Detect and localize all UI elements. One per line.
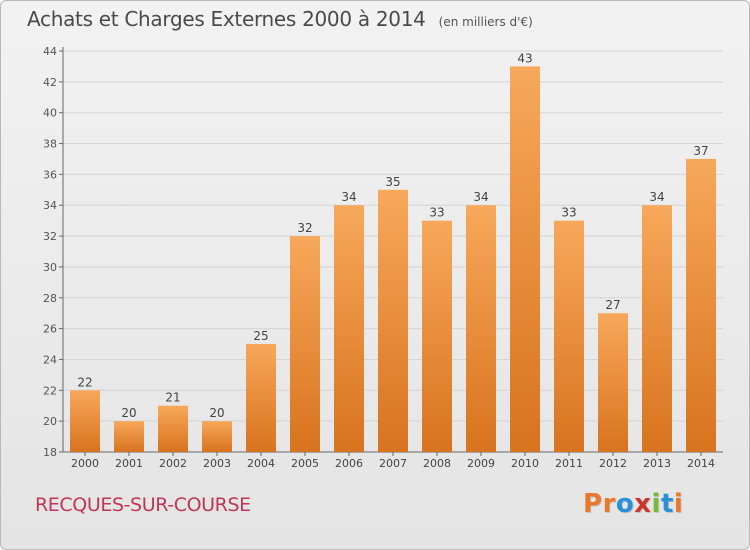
y-tick-label: 24 xyxy=(43,353,57,366)
y-tick-label: 34 xyxy=(43,199,57,212)
x-tick-label: 2009 xyxy=(467,457,495,470)
logo-letter: i xyxy=(651,489,661,519)
bar-2000 xyxy=(70,390,100,452)
value-label: 34 xyxy=(473,190,488,204)
y-tick-label: 44 xyxy=(43,45,57,58)
y-tick-label: 22 xyxy=(43,384,57,397)
x-tick-label: 2002 xyxy=(159,457,187,470)
y-tick-label: 20 xyxy=(43,415,57,428)
chart-header: Achats et Charges Externes 2000 à 2014 (… xyxy=(27,7,533,31)
x-tick-label: 2004 xyxy=(247,457,275,470)
logo-letter: o xyxy=(615,489,635,519)
logo-letter: t xyxy=(660,489,674,519)
x-tick-label: 2005 xyxy=(291,457,319,470)
value-label: 27 xyxy=(605,298,620,312)
x-tick-label: 2007 xyxy=(379,457,407,470)
value-labels: 22 20 21 20 25 32 34 35 33 34 43 33 27 34 37 xyxy=(77,51,708,420)
bar-2003 xyxy=(202,421,232,452)
value-label: 34 xyxy=(649,190,664,204)
logo-letter: i xyxy=(673,489,684,519)
y-tick-label: 42 xyxy=(43,76,57,89)
commune-name: RECQUES-SUR-COURSE xyxy=(35,494,251,516)
y-tick-label: 36 xyxy=(43,168,57,181)
value-label: 33 xyxy=(429,206,444,220)
bar-2014 xyxy=(686,158,716,452)
bar-2011 xyxy=(554,220,584,452)
proxiti-logo: Proxiti xyxy=(583,489,683,519)
bar-2007 xyxy=(378,189,408,453)
bar-2012 xyxy=(598,313,628,452)
y-tick-labels: 18 20 22 24 26 28 30 32 34 36 38 40 42 44 xyxy=(43,45,57,459)
y-tick-label: 32 xyxy=(43,230,57,243)
value-label: 20 xyxy=(209,406,224,420)
x-tick-label: 2011 xyxy=(555,457,583,470)
value-label: 34 xyxy=(341,190,356,204)
bar-2008 xyxy=(422,220,452,452)
bar-2013 xyxy=(642,205,672,452)
bar-2005 xyxy=(290,236,320,452)
value-label: 33 xyxy=(561,206,576,220)
bar-2010 xyxy=(510,66,540,452)
value-label: 32 xyxy=(297,221,312,235)
x-tick-label: 2000 xyxy=(71,457,99,470)
x-tick-label: 2013 xyxy=(643,457,671,470)
bar-2006 xyxy=(334,205,364,452)
x-tick-label: 2003 xyxy=(203,457,231,470)
chart-title: Achats et Charges Externes 2000 à 2014 xyxy=(27,7,426,31)
logo-letter: x xyxy=(634,489,652,519)
logo-letter: r xyxy=(602,489,616,519)
y-tick-label: 26 xyxy=(43,323,57,336)
y-tick-label: 18 xyxy=(43,446,57,459)
logo-letter: P xyxy=(583,489,603,519)
bar-2002 xyxy=(158,405,188,452)
value-label: 25 xyxy=(253,329,268,343)
x-tick-label: 2012 xyxy=(599,457,627,470)
y-tick-label: 30 xyxy=(43,261,57,274)
value-label: 35 xyxy=(385,175,400,189)
x-tick-labels: 2000 2001 2002 2003 2004 2005 2006 2007 2008 2009… xyxy=(71,457,715,470)
x-tick-label: 2010 xyxy=(511,457,539,470)
bar-2009 xyxy=(466,205,496,452)
y-tick-label: 38 xyxy=(43,138,57,151)
y-tick-label: 40 xyxy=(43,107,57,120)
x-tick-label: 2008 xyxy=(423,457,451,470)
value-label: 22 xyxy=(77,375,92,389)
value-label: 20 xyxy=(121,406,136,420)
bars xyxy=(70,66,716,453)
x-tick-label: 2014 xyxy=(687,457,715,470)
y-tick-label: 28 xyxy=(43,292,57,305)
bar-2001 xyxy=(114,421,144,452)
value-label: 37 xyxy=(693,144,708,158)
value-label: 43 xyxy=(517,51,532,65)
x-tick-label: 2001 xyxy=(115,457,143,470)
chart-unit: (en milliers d'€) xyxy=(438,15,533,29)
bar-2004 xyxy=(246,344,276,452)
x-tick-label: 2006 xyxy=(335,457,363,470)
value-label: 21 xyxy=(165,391,180,405)
